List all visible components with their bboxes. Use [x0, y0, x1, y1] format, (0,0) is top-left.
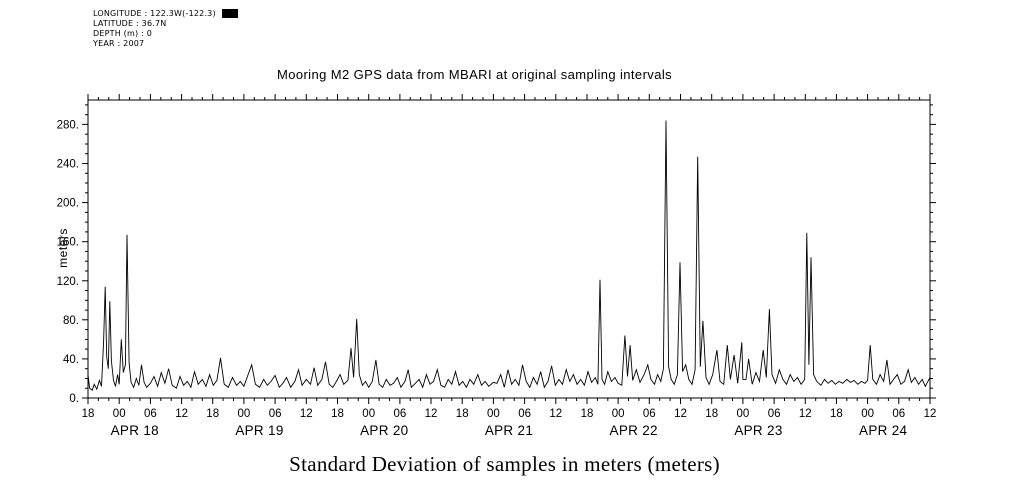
- svg-text:18: 18: [581, 408, 594, 420]
- svg-text:00: 00: [612, 408, 625, 420]
- svg-text:200.: 200.: [57, 198, 79, 210]
- legend-line-swatch: [221, 9, 238, 18]
- svg-text:240.: 240.: [57, 159, 79, 171]
- svg-text:00: 00: [362, 408, 375, 420]
- svg-text:06: 06: [394, 408, 407, 420]
- svg-text:APR 20: APR 20: [360, 423, 408, 438]
- svg-text:0.: 0.: [69, 393, 79, 405]
- metadata-block: LONGITUDE : 122.3W(-122.3) LATITUDE : 36…: [93, 9, 238, 49]
- chart-title: Mooring M2 GPS data from MBARI at origin…: [276, 67, 673, 82]
- x-tick-labels: 18 00 06 12 18 00 06 12 18 00 06 12 18 00 06 12 18 00 06 12…: [82, 408, 937, 420]
- svg-text:06: 06: [518, 408, 531, 420]
- svg-text:160.: 160.: [57, 237, 79, 249]
- svg-text:06: 06: [144, 408, 157, 420]
- svg-text:280.: 280.: [57, 119, 79, 131]
- svg-text:18: 18: [206, 408, 219, 420]
- svg-text:00: 00: [113, 408, 126, 420]
- svg-text:12: 12: [799, 408, 812, 420]
- data-line: [87, 120, 931, 391]
- svg-text:12: 12: [175, 408, 188, 420]
- svg-text:APR 19: APR 19: [235, 423, 283, 438]
- svg-text:06: 06: [892, 408, 905, 420]
- svg-text:00: 00: [861, 408, 874, 420]
- metadata-year: YEAR : 2007: [93, 39, 145, 48]
- svg-text:APR 18: APR 18: [111, 423, 159, 438]
- svg-text:APR 24: APR 24: [859, 423, 908, 438]
- svg-text:APR 22: APR 22: [610, 423, 658, 438]
- svg-text:120.: 120.: [57, 276, 79, 288]
- metadata-depth: DEPTH (m) : 0: [93, 29, 152, 38]
- svg-text:12: 12: [425, 408, 438, 420]
- svg-text:18: 18: [331, 408, 344, 420]
- svg-text:12: 12: [549, 408, 562, 420]
- svg-text:06: 06: [269, 408, 282, 420]
- svg-text:00: 00: [487, 408, 500, 420]
- y-ticks: [82, 104, 936, 399]
- svg-text:18: 18: [82, 408, 95, 420]
- x-ticks: [87, 94, 931, 404]
- svg-text:06: 06: [768, 408, 781, 420]
- svg-text:18: 18: [830, 408, 843, 420]
- svg-text:06: 06: [643, 408, 656, 420]
- svg-text:12: 12: [674, 408, 687, 420]
- svg-text:80.: 80.: [63, 315, 79, 327]
- svg-text:18: 18: [705, 408, 718, 420]
- metadata-latitude: LATITUDE : 36.7N: [93, 19, 167, 28]
- svg-text:00: 00: [737, 408, 750, 420]
- svg-text:12: 12: [300, 408, 313, 420]
- svg-text:40.: 40.: [63, 354, 79, 366]
- y-tick-labels: 0. 40. 80. 120. 160. 200. 240. 280.: [57, 119, 79, 405]
- svg-text:18: 18: [456, 408, 469, 420]
- svg-text:APR 23: APR 23: [734, 423, 782, 438]
- x-axis-caption: Standard Deviation of samples in meters …: [289, 452, 720, 476]
- day-labels: APR 18 APR 19 APR 20 APR 21 APR 22 APR 23 APR …: [111, 423, 908, 438]
- svg-text:12: 12: [924, 408, 937, 420]
- svg-text:APR 21: APR 21: [485, 423, 533, 438]
- plot-frame: [87, 99, 931, 399]
- metadata-longitude-text: LONGITUDE : 122.3W(-122.3): [93, 9, 216, 18]
- svg-text:00: 00: [238, 408, 251, 420]
- metadata-longitude: LONGITUDE : 122.3W(-122.3): [93, 9, 238, 19]
